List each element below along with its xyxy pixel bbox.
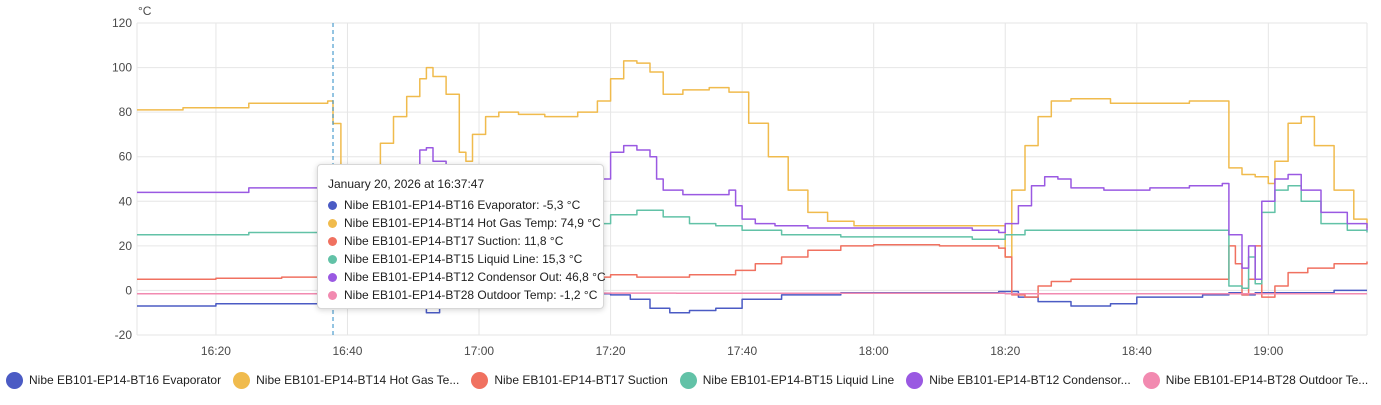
tooltip-row-label: Nibe EB101-EP14-BT12 Condensor Out: 46,8… — [344, 270, 606, 284]
legend-swatch-icon — [679, 371, 697, 389]
y-tick-label: 20 — [119, 239, 133, 253]
legend-item[interactable]: Nibe EB101-EP14-BT28 Outdoor Te... — [1142, 371, 1369, 389]
legend-label: Nibe EB101-EP14-BT12 Condensor... — [929, 373, 1131, 387]
legend-swatch-icon — [1142, 371, 1160, 389]
legend-item[interactable]: Nibe EB101-EP14-BT16 Evaporator — [6, 371, 222, 389]
legend-label: Nibe EB101-EP14-BT16 Evaporator — [29, 373, 222, 387]
legend-swatch-icon — [6, 371, 23, 389]
series-color-dot-icon — [328, 254, 337, 264]
x-tick-label: 16:20 — [201, 344, 231, 358]
tooltip-row: Nibe EB101-EP14-BT16 Evaporator: -5,3 °C — [328, 196, 593, 214]
y-tick-label: 60 — [119, 150, 133, 164]
legend-label: Nibe EB101-EP14-BT17 Suction — [494, 373, 668, 387]
legend-label: Nibe EB101-EP14-BT15 Liquid Line — [702, 373, 895, 387]
series-line[interactable] — [137, 144, 1368, 281]
tooltip-row: Nibe EB101-EP14-BT17 Suction: 11,8 °C — [328, 232, 593, 250]
legend-swatch-icon — [471, 371, 489, 389]
legend-item[interactable]: Nibe EB101-EP14-BT15 Liquid Line — [679, 371, 895, 389]
legend-item[interactable]: Nibe EB101-EP14-BT17 Suction — [471, 371, 668, 389]
tooltip-row: Nibe EB101-EP14-BT15 Liquid Line: 15,3 °… — [328, 250, 593, 268]
legend-item[interactable]: Nibe EB101-EP14-BT14 Hot Gas Te... — [233, 371, 460, 389]
x-tick-label: 17:00 — [464, 344, 494, 358]
series-color-dot-icon — [328, 290, 337, 300]
tooltip-row-label: Nibe EB101-EP14-BT28 Outdoor Temp: -1,2 … — [344, 288, 598, 302]
y-tick-label: -20 — [115, 328, 133, 342]
tooltip-row: Nibe EB101-EP14-BT14 Hot Gas Temp: 74,9 … — [328, 214, 601, 232]
legend-label: Nibe EB101-EP14-BT14 Hot Gas Te... — [256, 373, 460, 387]
y-axis: 120 100 80 60 40 20 0 -20 — [112, 16, 132, 342]
series-color-dot-icon — [328, 200, 337, 210]
line-chart[interactable]: °C 120 100 80 60 40 20 0 -20 16:20 16:40 17:00 17:… — [0, 0, 1381, 365]
x-tick-label: 17:40 — [727, 344, 757, 358]
y-tick-label: 80 — [119, 105, 133, 119]
legend-swatch-icon — [906, 371, 924, 389]
y-tick-label: 40 — [119, 194, 133, 208]
tooltip-row-label: Nibe EB101-EP14-BT14 Hot Gas Temp: 74,9 … — [344, 216, 601, 230]
x-tick-label: 18:40 — [1122, 344, 1152, 358]
y-tick-label: 0 — [125, 283, 132, 297]
x-axis: 16:20 16:40 17:00 17:20 17:40 18:00 18:20 18:40… — [201, 344, 1284, 358]
series-color-dot-icon — [328, 218, 337, 228]
legend-swatch-icon — [233, 371, 251, 389]
tooltip-title: January 20, 2026 at 16:37:47 — [328, 177, 485, 191]
hover-tooltip: January 20, 2026 at 16:37:47 Nibe EB101-… — [317, 164, 606, 309]
y-tick-label: 100 — [112, 61, 132, 75]
tooltip-row-label: Nibe EB101-EP14-BT17 Suction: 11,8 °C — [344, 234, 564, 248]
tooltip-row: Nibe EB101-EP14-BT28 Outdoor Temp: -1,2 … — [328, 286, 597, 304]
tooltip-row: Nibe EB101-EP14-BT12 Condensor Out: 46,8… — [328, 268, 606, 286]
series-color-dot-icon — [328, 272, 337, 282]
series-color-dot-icon — [328, 236, 337, 246]
tooltip-row-label: Nibe EB101-EP14-BT16 Evaporator: -5,3 °C — [344, 198, 581, 212]
tooltip-row-label: Nibe EB101-EP14-BT15 Liquid Line: 15,3 °… — [344, 252, 583, 266]
x-tick-label: 16:40 — [332, 344, 362, 358]
chart-legend: Nibe EB101-EP14-BT16 Evaporator Nibe EB10… — [0, 368, 1381, 392]
y-tick-label: 120 — [112, 16, 132, 30]
legend-item[interactable]: Nibe EB101-EP14-BT12 Condensor... — [906, 371, 1131, 389]
series-line[interactable] — [137, 60, 1368, 258]
x-tick-label: 18:00 — [859, 344, 889, 358]
y-axis-unit-label: °C — [138, 4, 152, 18]
x-tick-label: 17:20 — [596, 344, 626, 358]
tooltip-rows: Nibe EB101-EP14-BT16 Evaporator: -5,3 °C… — [328, 196, 606, 304]
x-tick-label: 18:20 — [990, 344, 1020, 358]
x-tick-label: 19:00 — [1253, 344, 1283, 358]
legend-label: Nibe EB101-EP14-BT28 Outdoor Te... — [1165, 373, 1369, 387]
